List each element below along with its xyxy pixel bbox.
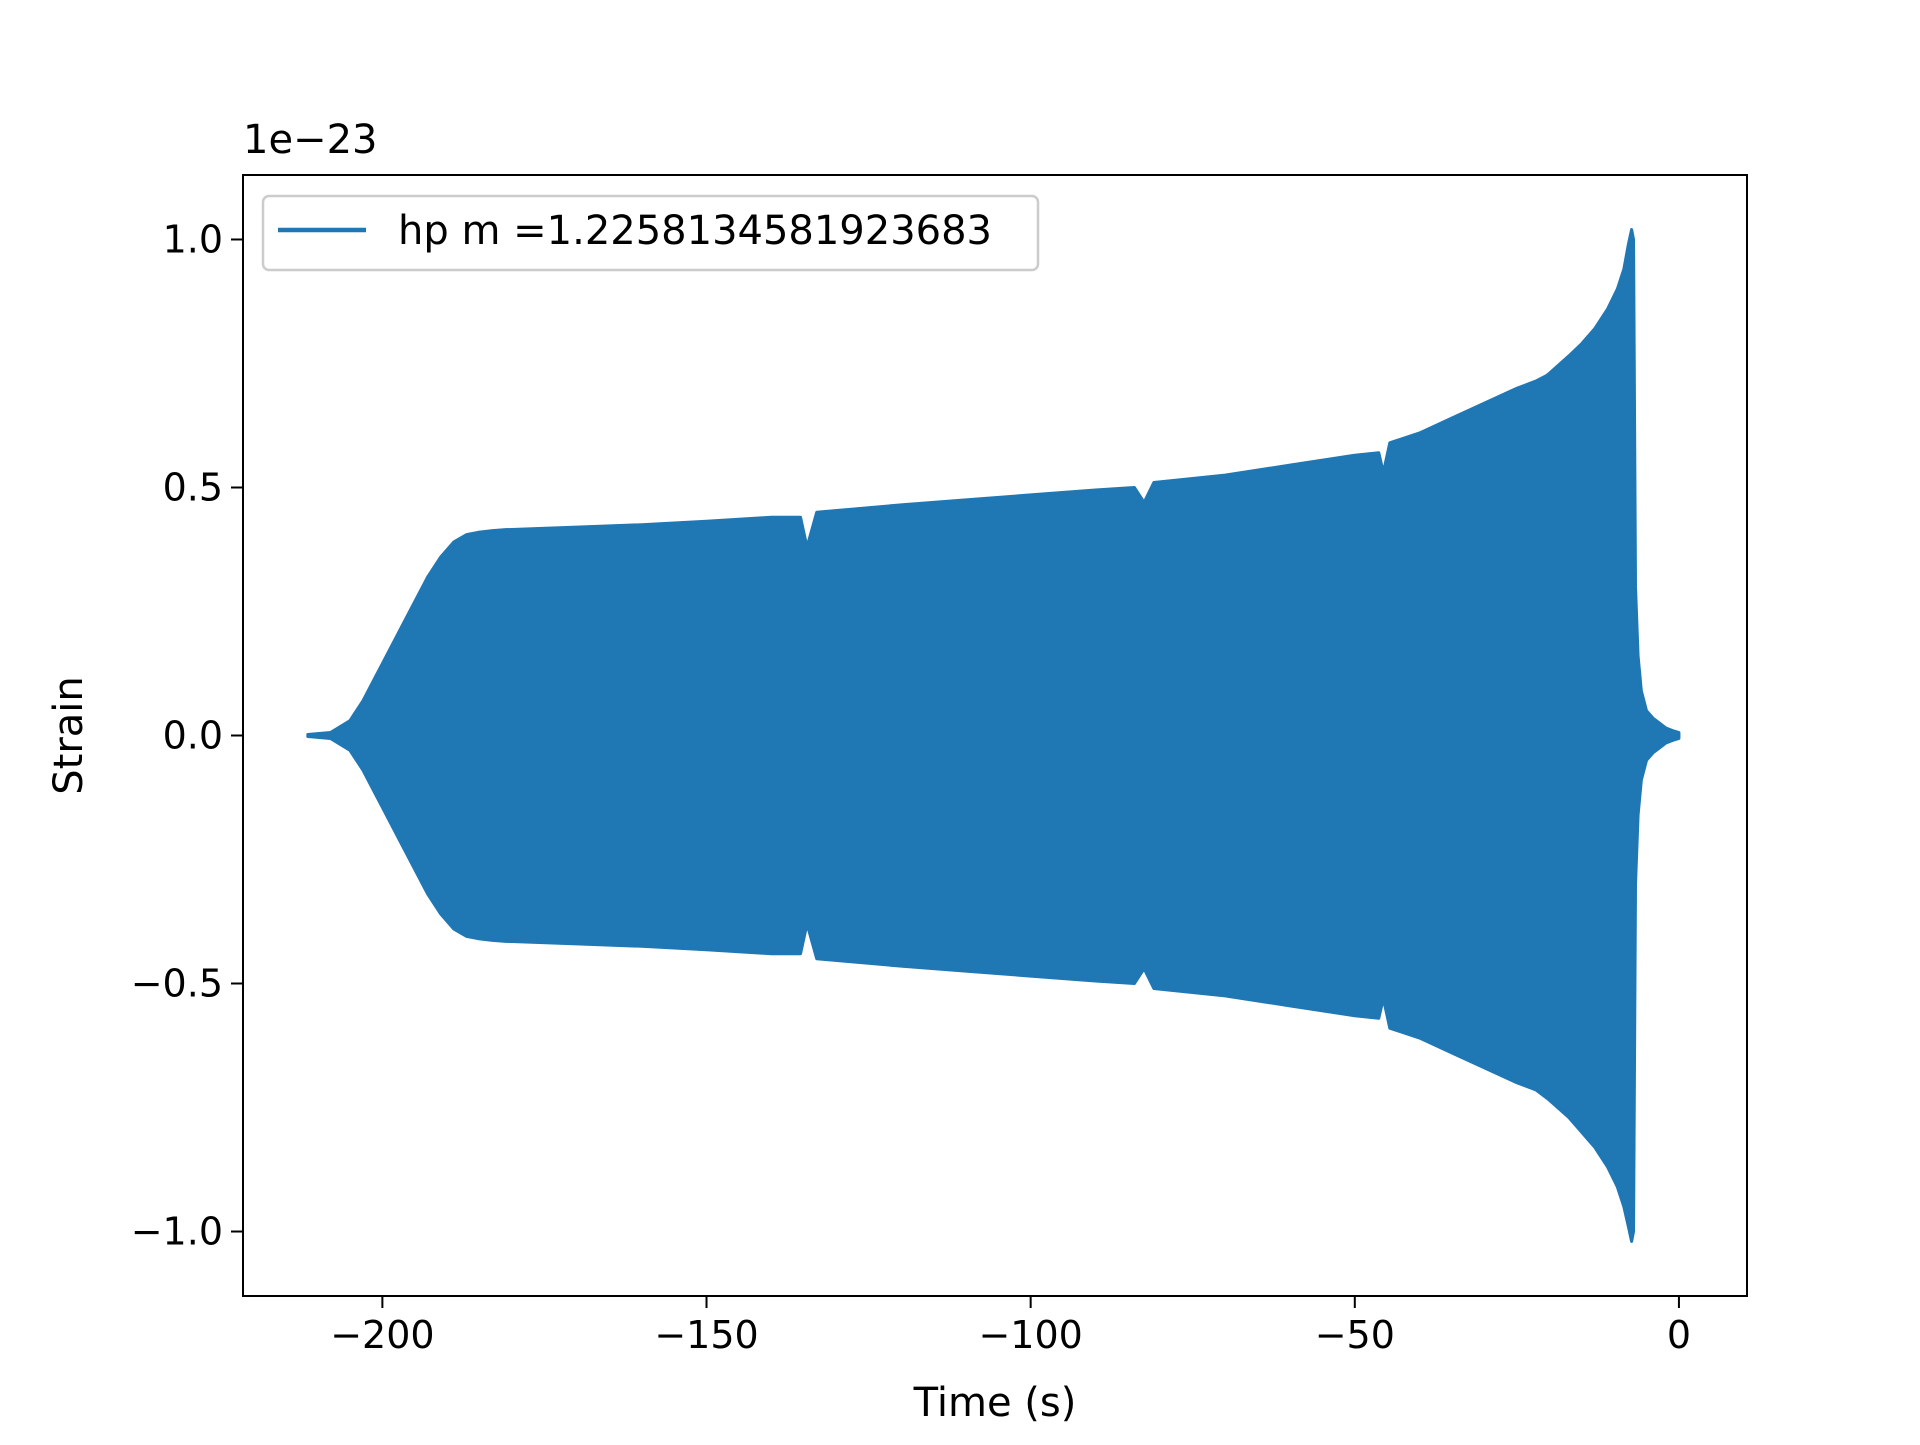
axes: −200 −150 −100 −50 0 −1.0 −0.5 0.0 0.5 1.0	[131, 174, 1748, 1357]
y-tick-label: 0.0	[163, 714, 223, 758]
legend-series-label: hp m =1.2258134581923683	[398, 208, 992, 254]
x-tick-label: −200	[330, 1313, 434, 1357]
y-tick-label: −1.0	[131, 1210, 223, 1254]
x-tick-label: −100	[978, 1313, 1082, 1357]
y-offset-label: 1e−23	[243, 117, 377, 163]
x-axis-label: Time (s)	[913, 1380, 1077, 1426]
x-tick-label: −150	[654, 1313, 758, 1357]
y-axis-label: Strain	[46, 676, 92, 795]
legend: hp m =1.2258134581923683	[261, 194, 1040, 272]
series-group	[306, 228, 1681, 1243]
legend-box	[261, 194, 1040, 272]
y-tick-label: 1.0	[163, 217, 223, 261]
y-tick-label: 0.5	[163, 465, 223, 509]
y-tick-label: −0.5	[131, 962, 223, 1006]
x-tick-label: 0	[1667, 1313, 1691, 1357]
plot-area	[306, 228, 1681, 1243]
x-tick-label: −50	[1315, 1313, 1395, 1357]
